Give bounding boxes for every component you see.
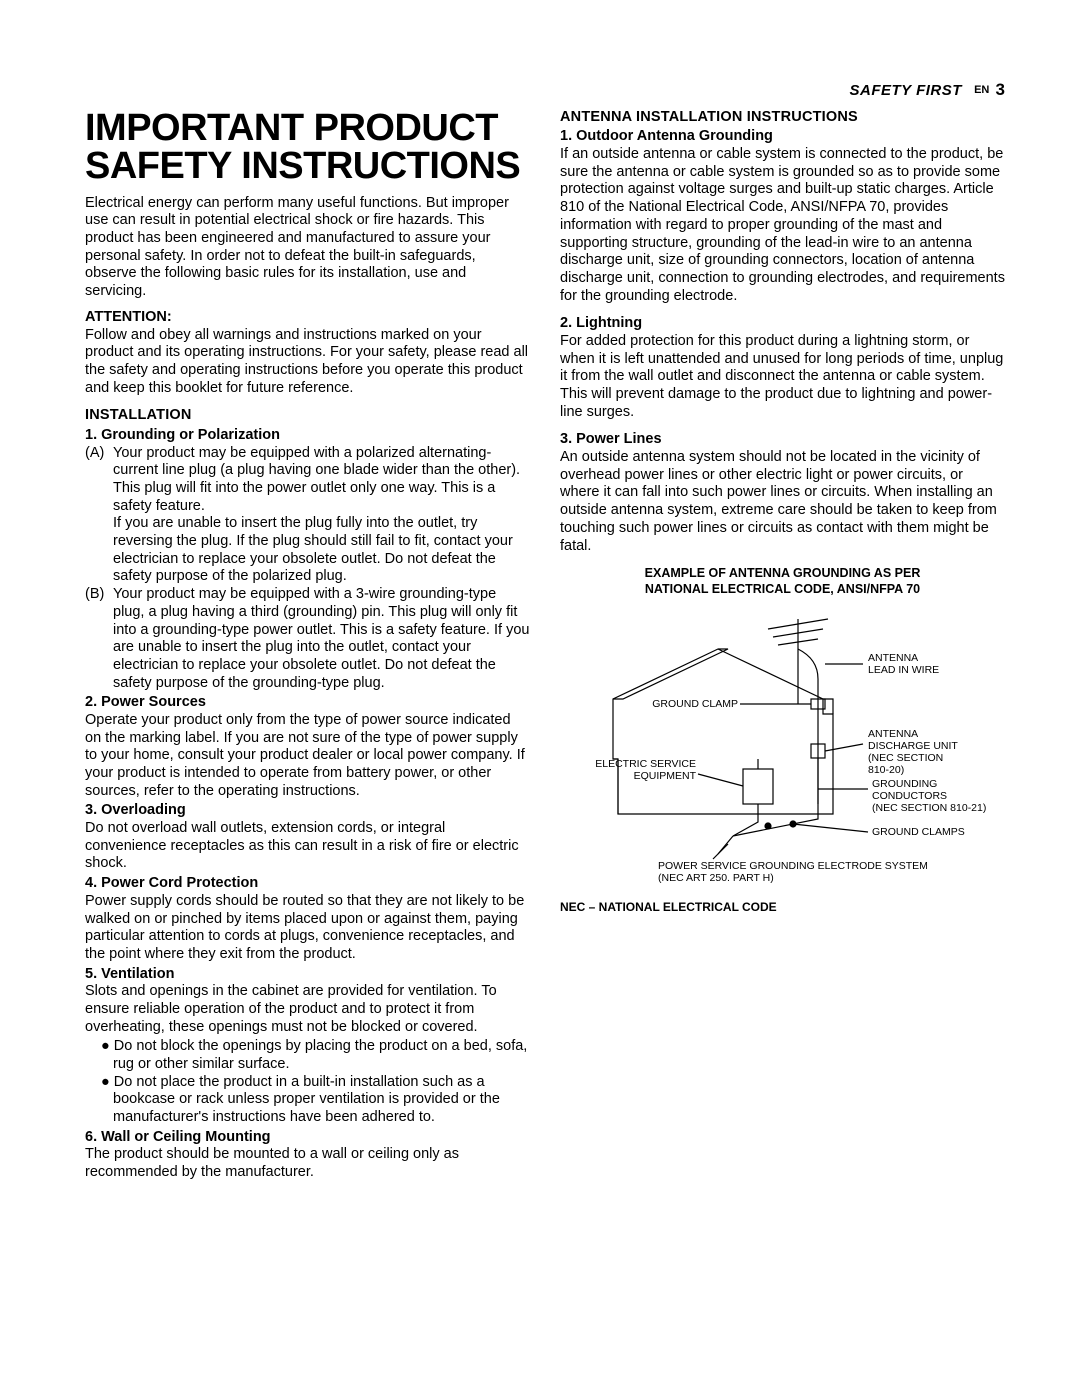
diagram-caption-line2: NATIONAL ELECTRICAL CODE, ANSI/NFPA 70 bbox=[560, 581, 1005, 597]
tag-a: (A) bbox=[85, 445, 113, 463]
page-header: SAFETY FIRST EN 3 bbox=[85, 80, 1005, 101]
install-3-paragraph: Do not overload wall outlets, extension … bbox=[85, 820, 530, 873]
antenna-3-heading: 3. Power Lines bbox=[560, 431, 1005, 449]
diagram-footnote: NEC – NATIONAL ELECTRICAL CODE bbox=[560, 900, 1005, 915]
install-2-heading: 2. Power Sources bbox=[85, 694, 530, 712]
label-adu2: DISCHARGE UNIT bbox=[868, 740, 958, 752]
label-ese2: EQUIPMENT bbox=[633, 770, 696, 782]
attention-heading: ATTENTION: bbox=[85, 309, 530, 327]
install-1a-p1: (A)Your product may be equipped with a p… bbox=[85, 445, 530, 516]
label-adu3: (NEC SECTION bbox=[868, 752, 943, 764]
label-gc3: (NEC SECTION 810-21) bbox=[872, 802, 986, 814]
left-column: IMPORTANT PRODUCT SAFETY INSTRUCTIONS El… bbox=[85, 109, 530, 1184]
page-number: 3 bbox=[996, 80, 1005, 99]
install-6-paragraph: The product should be mounted to a wall … bbox=[85, 1146, 530, 1181]
diagram-caption-line1: EXAMPLE OF ANTENNA GROUNDING AS PER bbox=[560, 565, 1005, 581]
install-1a-text1: Your product may be equipped with a pola… bbox=[113, 445, 520, 514]
install-6-heading: 6. Wall or Ceiling Mounting bbox=[85, 1129, 530, 1147]
install-1a-p2: If you are unable to insert the plug ful… bbox=[85, 515, 530, 586]
antenna-diagram-svg: ANTENNA LEAD IN WIRE GROUND CLAMP ANTENN… bbox=[568, 604, 998, 894]
label-gc1: GROUNDING bbox=[872, 778, 937, 790]
antenna-heading: ANTENNA INSTALLATION INSTRUCTIONS bbox=[560, 109, 1005, 127]
antenna-diagram: ANTENNA LEAD IN WIRE GROUND CLAMP ANTENN… bbox=[560, 604, 1005, 894]
label-antenna-lead1: ANTENNA bbox=[868, 652, 918, 664]
content-columns: IMPORTANT PRODUCT SAFETY INSTRUCTIONS El… bbox=[85, 109, 1005, 1184]
antenna-1-heading: 1. Outdoor Antenna Grounding bbox=[560, 128, 1005, 146]
install-4-paragraph: Power supply cords should be routed so t… bbox=[85, 893, 530, 964]
antenna-3-paragraph: An outside antenna system should not be … bbox=[560, 449, 1005, 555]
install-4-heading: 4. Power Cord Protection bbox=[85, 875, 530, 893]
install-3-heading: 3. Overloading bbox=[85, 802, 530, 820]
safety-first-label: SAFETY FIRST bbox=[850, 82, 962, 99]
install-5-heading: 5. Ventilation bbox=[85, 966, 530, 984]
label-pse2: (NEC ART 250. PART H) bbox=[658, 872, 774, 884]
installation-heading: INSTALLATION bbox=[85, 407, 530, 425]
label-pse1: POWER SERVICE GROUNDING ELECTRODE SYSTEM bbox=[658, 860, 928, 872]
label-ese1: ELECTRIC SERVICE bbox=[595, 758, 696, 770]
diagram-caption: EXAMPLE OF ANTENNA GROUNDING AS PER NATI… bbox=[560, 565, 1005, 598]
label-ground-clamp: GROUND CLAMP bbox=[652, 698, 738, 710]
install-1b-text1: Your product may be equipped with a 3-wi… bbox=[113, 586, 529, 690]
right-column: ANTENNA INSTALLATION INSTRUCTIONS 1. Out… bbox=[560, 109, 1005, 1184]
attention-paragraph: Follow and obey all warnings and instruc… bbox=[85, 327, 530, 398]
install-1-heading: 1. Grounding or Polarization bbox=[85, 427, 530, 445]
tag-b: (B) bbox=[85, 586, 113, 604]
label-gclamps: GROUND CLAMPS bbox=[872, 826, 965, 838]
install-5-bullet2: ● Do not place the product in a built-in… bbox=[85, 1074, 530, 1127]
install-2-paragraph: Operate your product only from the type … bbox=[85, 712, 530, 800]
label-antenna-lead2: LEAD IN WIRE bbox=[868, 664, 939, 676]
main-title: IMPORTANT PRODUCT SAFETY INSTRUCTIONS bbox=[85, 109, 530, 185]
label-adu4: 810-20) bbox=[868, 764, 904, 776]
label-adu1: ANTENNA bbox=[868, 728, 918, 740]
label-gc2: CONDUCTORS bbox=[872, 790, 947, 802]
antenna-2-heading: 2. Lightning bbox=[560, 315, 1005, 333]
install-5-bullet1: ● Do not block the openings by placing t… bbox=[85, 1038, 530, 1073]
intro-paragraph: Electrical energy can perform many usefu… bbox=[85, 195, 530, 301]
install-5-paragraph: Slots and openings in the cabinet are pr… bbox=[85, 983, 530, 1036]
lang-label: EN bbox=[974, 84, 989, 96]
antenna-2-paragraph: For added protection for this product du… bbox=[560, 333, 1005, 421]
antenna-1-paragraph: If an outside antenna or cable system is… bbox=[560, 146, 1005, 305]
install-1b-p1: (B)Your product may be equipped with a 3… bbox=[85, 586, 530, 692]
